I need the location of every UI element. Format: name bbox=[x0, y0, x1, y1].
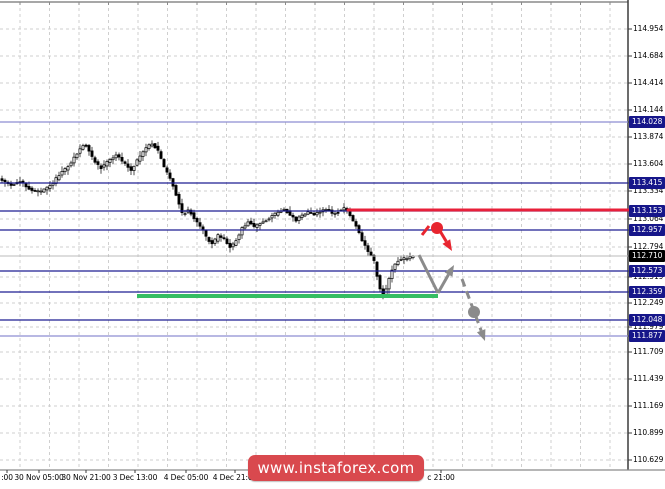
time-label: 4 Dec 21:00 bbox=[212, 473, 258, 482]
fractal-level-price-label: 111.877 bbox=[629, 330, 665, 342]
watermark-text: www.instaforex.com bbox=[257, 459, 415, 477]
instaforex-watermark: www.instaforex.com bbox=[248, 455, 424, 481]
grid-price-label: 112.249 bbox=[633, 298, 664, 307]
time-label: c 21:00 bbox=[427, 473, 455, 482]
gray-dashed-down-arrow bbox=[460, 278, 483, 332]
grid-price-label: 111.979 bbox=[633, 322, 664, 331]
grid-price-label: 110.899 bbox=[633, 428, 664, 437]
fractal-level-price-label: 112.048 bbox=[629, 314, 665, 326]
time-label: :00 bbox=[1, 473, 13, 482]
red-down-arrow-head bbox=[442, 239, 452, 251]
red-tick-line bbox=[420, 225, 431, 236]
time-label: 4 Dec 05:00 bbox=[163, 473, 209, 482]
grid-price-label: 114.954 bbox=[633, 24, 664, 33]
grid-price-label: 113.874 bbox=[633, 132, 664, 141]
fractal-level-price-label: 112.957 bbox=[629, 224, 665, 236]
grid-price-label: 113.064 bbox=[633, 214, 664, 223]
current-price-label: 112.710 bbox=[629, 250, 665, 262]
grid-price-label: 113.604 bbox=[633, 159, 664, 168]
gray-path-line bbox=[417, 254, 440, 294]
fractal-level-price-label: 113.415 bbox=[629, 177, 665, 189]
grid-price-label: 113.334 bbox=[633, 186, 664, 195]
grid-price-label: 112.794 bbox=[633, 242, 664, 251]
fractal-level-price-label: 112.359 bbox=[629, 286, 665, 298]
grid-price-label: 110.629 bbox=[633, 455, 664, 464]
grid-price-label: 111.439 bbox=[633, 374, 664, 383]
red-down-arrow bbox=[438, 230, 448, 243]
fractal-level-price-label: 112.573 bbox=[629, 265, 665, 277]
gray-up-arrow bbox=[436, 273, 450, 294]
grid-price-label: 114.414 bbox=[633, 78, 664, 87]
grid-price-label: 111.169 bbox=[633, 401, 664, 410]
gray-dot-marker bbox=[468, 306, 480, 318]
grid-price-label: 114.684 bbox=[633, 51, 664, 60]
time-label: 3 Dec 13:00 bbox=[112, 473, 158, 482]
gray-up-arrow-head bbox=[444, 265, 454, 277]
fractal-level-price-label: 113.153 bbox=[629, 205, 665, 217]
time-label: 30 Nov 05:00 bbox=[14, 473, 64, 482]
time-label: 30 Nov 21:00 bbox=[61, 473, 111, 482]
gray-dashed-down-arrow-head bbox=[476, 329, 486, 341]
grid-price-label: 114.144 bbox=[633, 105, 664, 114]
grid-price-label: 111.709 bbox=[633, 347, 664, 356]
fractal-level-price-label: 114.028 bbox=[629, 116, 665, 128]
